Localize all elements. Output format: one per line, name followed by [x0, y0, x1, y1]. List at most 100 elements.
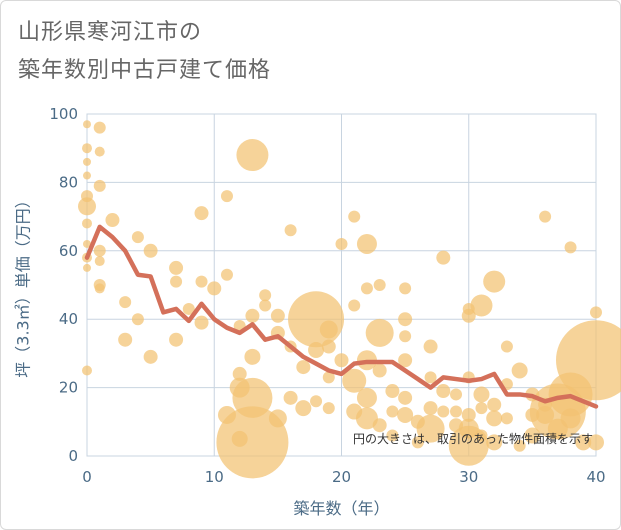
bubble [119, 296, 132, 309]
bubble [539, 210, 552, 223]
bubble [194, 206, 209, 221]
x-tick-label: 0 [82, 468, 92, 486]
bubble [450, 405, 463, 418]
bubble [283, 390, 298, 405]
bubble [365, 318, 394, 347]
bubble [461, 407, 476, 422]
bubble [470, 294, 493, 317]
bubble [105, 213, 120, 228]
y-tick-label: 20 [59, 379, 78, 397]
bubble [399, 330, 412, 343]
tick-labels: 0 10 20 30 40 0 20 40 60 80 100 [49, 105, 605, 486]
bubble [259, 289, 272, 302]
bubble [436, 250, 451, 265]
bubble [83, 157, 91, 166]
bubble [372, 418, 387, 433]
y-tick-label: 60 [59, 242, 78, 260]
bubble [356, 233, 377, 254]
bubble [295, 400, 312, 417]
bubble [411, 436, 424, 449]
bubble [220, 268, 233, 281]
bubble [473, 386, 490, 403]
bubble [82, 143, 92, 154]
bubble [486, 434, 503, 451]
bubble [94, 146, 105, 157]
bubble [319, 320, 338, 339]
bubble [348, 299, 361, 312]
bubble [82, 365, 92, 376]
bubble [93, 244, 106, 257]
bubble [348, 210, 361, 223]
bubble [143, 243, 158, 258]
grid-lines [86, 113, 597, 457]
bubble [356, 387, 377, 408]
bubble [335, 237, 348, 250]
bubble [342, 368, 367, 393]
bubble [483, 270, 506, 293]
bubble [486, 410, 503, 427]
bubble [232, 366, 247, 381]
x-tick-label: 10 [205, 468, 224, 486]
bubble [399, 282, 412, 295]
x-tick-label: 30 [459, 468, 478, 486]
trend-line-layer [84, 224, 599, 409]
bubble [513, 439, 526, 452]
x-tick-label: 20 [332, 468, 351, 486]
bubble [588, 434, 604, 451]
bubble [424, 371, 437, 384]
bubble [288, 291, 345, 348]
bubble [169, 332, 184, 347]
bubble [308, 341, 325, 358]
bubble [268, 409, 287, 428]
bubble [310, 395, 323, 408]
bubble [524, 427, 541, 444]
bubble [398, 312, 413, 327]
bubble [373, 279, 386, 291]
y-tick-label: 40 [59, 310, 78, 328]
bubble [385, 384, 400, 399]
bubble [590, 306, 602, 319]
bubble [322, 402, 335, 415]
bubble [397, 406, 414, 423]
chart-title-line1: 山形県寒河江市の [18, 20, 203, 45]
bubble [207, 281, 222, 296]
bubble [170, 275, 183, 288]
bubble [83, 120, 91, 129]
trend-line [84, 224, 599, 409]
bubble [94, 256, 105, 267]
bubble [322, 371, 335, 384]
bubble [284, 224, 297, 237]
bubble [423, 339, 438, 354]
bubble [372, 363, 387, 378]
bubble [398, 353, 413, 368]
bubble [245, 308, 260, 323]
bubble [556, 320, 621, 401]
bubble [575, 434, 592, 451]
bubble [94, 283, 105, 294]
bubble [118, 332, 133, 347]
bubble [244, 348, 261, 365]
bubble [386, 429, 399, 442]
size-annotation: 円の大きさは、取引のあった物件面積を示す [353, 431, 593, 446]
bubble [83, 239, 91, 248]
bubble [475, 402, 488, 415]
y-tick-label: 100 [49, 105, 78, 123]
bubble [511, 362, 528, 379]
bubble [93, 179, 106, 192]
bubble [93, 121, 106, 134]
bubble [334, 353, 349, 368]
bubble [386, 405, 399, 418]
bubble [450, 388, 463, 401]
bubble [194, 315, 209, 330]
bubble [83, 263, 91, 272]
bubble [360, 282, 373, 295]
plot-border [86, 113, 597, 457]
bubble [436, 384, 451, 399]
chart-title-line2: 築年数別中古戸建て価格 [18, 58, 272, 83]
bubble [143, 349, 158, 364]
x-tick-label: 40 [586, 468, 605, 486]
bubble [500, 340, 513, 353]
bubble [500, 412, 513, 425]
bubble [82, 218, 92, 229]
